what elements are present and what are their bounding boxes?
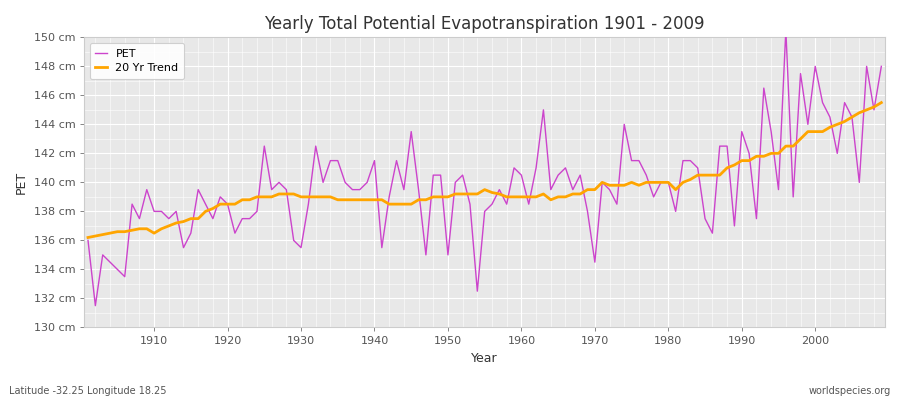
20 Yr Trend [347,197,358,202]
20 Yr Trend [604,183,615,188]
20 Yr Trend [141,226,152,231]
20 Yr Trend [83,235,94,240]
Line: 20 Yr Trend: 20 Yr Trend [88,103,881,238]
PET [355,187,365,192]
20 Yr Trend [876,100,886,105]
Y-axis label: PET: PET [15,171,28,194]
PET [90,303,101,308]
Line: PET: PET [88,30,881,306]
20 Yr Trend [516,194,526,199]
PET [876,64,886,69]
PET [611,202,622,206]
20 Yr Trend [303,194,314,199]
Text: Latitude -32.25 Longitude 18.25: Latitude -32.25 Longitude 18.25 [9,386,166,396]
20 Yr Trend [508,194,519,199]
PET [780,28,791,32]
PET [310,144,321,148]
PET [83,238,94,243]
PET [523,202,534,206]
Title: Yearly Total Potential Evapotranspiration 1901 - 2009: Yearly Total Potential Evapotranspiratio… [265,15,705,33]
PET [516,173,526,178]
Text: worldspecies.org: worldspecies.org [809,386,891,396]
PET [148,209,159,214]
Legend: PET, 20 Yr Trend: PET, 20 Yr Trend [90,43,184,79]
X-axis label: Year: Year [472,352,498,365]
